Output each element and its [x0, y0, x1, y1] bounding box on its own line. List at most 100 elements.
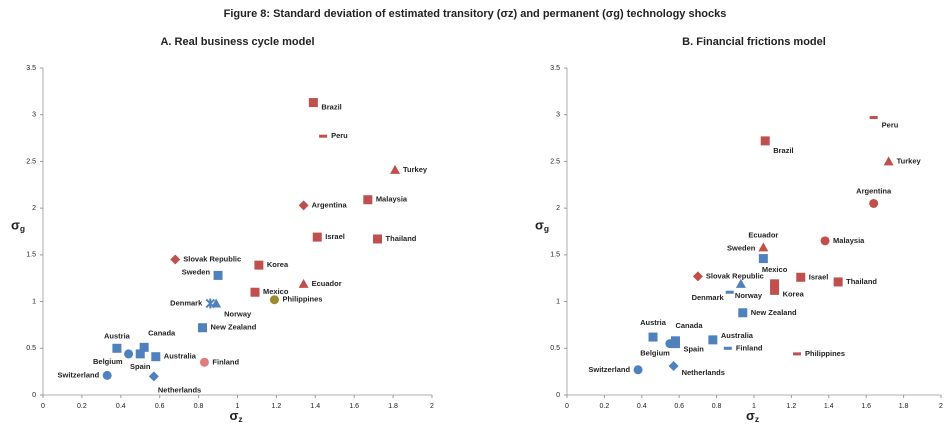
x-tick-label: 1.8: [899, 403, 909, 410]
x-tick-label: 1.4: [824, 403, 834, 410]
point-label: Canada: [675, 321, 703, 330]
point: [648, 332, 658, 342]
point-label: Israel: [325, 232, 345, 241]
point: [833, 277, 843, 287]
point: [735, 278, 746, 288]
point-label: Belgium: [93, 357, 123, 366]
y-tick-label: 0.5: [26, 345, 36, 352]
point: [213, 270, 223, 280]
x-tick-label: 1.2: [272, 403, 282, 410]
x-tick-label: 0: [41, 403, 45, 410]
figure-title: Figure 8: Standard deviation of estimate…: [224, 8, 727, 20]
point-label: Spain: [130, 362, 151, 371]
x-tick-label: 2: [939, 403, 943, 410]
point-label: Austria: [640, 318, 667, 327]
point: [197, 323, 207, 333]
point: [151, 352, 161, 362]
point: [170, 254, 181, 265]
point: [319, 134, 328, 138]
point-label: Norway: [224, 309, 252, 318]
point-label: Denmark: [170, 298, 203, 307]
point: [312, 232, 322, 242]
y-tick-label: 1.5: [26, 252, 36, 259]
point: [211, 298, 222, 308]
point-label: Austria: [104, 331, 131, 340]
point-label: New Zealand: [751, 308, 797, 317]
point: [723, 346, 732, 350]
point-label: Philippines: [805, 349, 845, 358]
point: [250, 287, 260, 297]
point: [308, 98, 318, 108]
x-tick-label: 0.6: [155, 403, 165, 410]
point-label: Malaysia: [376, 195, 408, 204]
x-tick-label: 0.8: [712, 403, 722, 410]
point: [760, 136, 770, 146]
point: [708, 335, 718, 345]
point: [793, 352, 802, 356]
point: [820, 236, 830, 246]
y-axis-label: σg: [535, 218, 549, 234]
point-label: Peru: [331, 131, 348, 140]
point-label: Netherlands: [158, 385, 201, 394]
point: [148, 371, 159, 382]
point-label: Switzerland: [57, 370, 99, 379]
panel-title: B. Financial frictions model: [682, 36, 826, 48]
point: [869, 116, 878, 120]
point: [758, 242, 769, 252]
point-label: Finland: [212, 357, 239, 366]
point-label: Netherlands: [682, 368, 725, 377]
point: [102, 370, 112, 380]
point: [124, 349, 134, 359]
point-label: New Zealand: [210, 323, 256, 332]
y-tick-label: 1: [556, 298, 560, 305]
x-tick-label: 1: [752, 403, 756, 410]
point-label: Slovak Republic: [706, 271, 764, 280]
point-label: Norway: [735, 291, 763, 300]
point: [668, 361, 679, 372]
point-label: Peru: [882, 121, 899, 130]
point: [633, 365, 643, 375]
point: [796, 272, 806, 282]
point: [390, 164, 401, 174]
point: [112, 343, 122, 353]
point-label: Belgium: [640, 349, 670, 358]
point: [199, 357, 209, 367]
x-tick-label: 1.6: [861, 403, 871, 410]
point-label: Finland: [736, 343, 763, 352]
point-label: Argentina: [856, 186, 892, 195]
point-label: Australia: [721, 331, 754, 340]
point-label: Korea: [783, 289, 805, 298]
x-tick-label: 0.4: [637, 403, 647, 410]
y-tick-label: 3: [32, 112, 36, 119]
point: [139, 342, 149, 352]
y-tick-label: 2: [32, 205, 36, 212]
point-label: Denmark: [692, 293, 725, 302]
point: [298, 278, 309, 288]
point-label: Malaysia: [833, 236, 865, 245]
x-tick-label: 0: [565, 403, 569, 410]
point: [738, 308, 748, 318]
x-tick-label: 1.8: [388, 403, 398, 410]
point-label: Switzerland: [588, 365, 630, 374]
y-tick-label: 1: [32, 298, 36, 305]
point: [363, 195, 373, 205]
point: [758, 254, 768, 264]
point-label: Australia: [164, 352, 197, 361]
x-tick-label: 0.2: [77, 403, 87, 410]
point-label: Argentina: [312, 200, 348, 209]
y-tick-label: 0: [556, 392, 560, 399]
x-tick-label: 0.4: [116, 403, 126, 410]
point-label: Canada: [148, 328, 176, 337]
point-label: Ecuador: [748, 230, 778, 239]
point-label: Brazil: [321, 103, 341, 112]
point-label: Turkey: [897, 156, 922, 165]
y-tick-label: 0.5: [550, 345, 560, 352]
point: [254, 260, 264, 270]
point-label: Brazil: [773, 146, 793, 155]
point: [725, 290, 734, 294]
y-tick-label: 2: [556, 205, 560, 212]
x-tick-label: 1.6: [349, 403, 359, 410]
point-label: Spain: [683, 345, 704, 354]
x-axis-label: σz: [746, 408, 759, 424]
point-label: Thailand: [846, 277, 877, 286]
